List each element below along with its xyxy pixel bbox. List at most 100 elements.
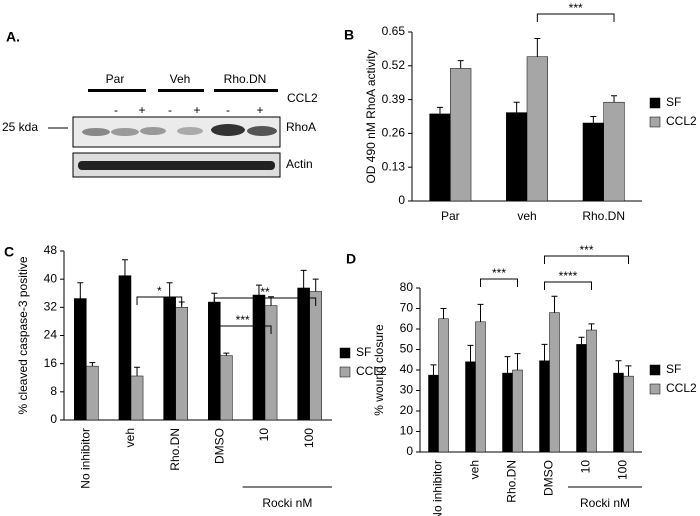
significance-bracket bbox=[213, 297, 317, 306]
y-tick-label: 0 bbox=[406, 444, 413, 458]
row-label: RhoA bbox=[286, 120, 316, 134]
error-bar bbox=[541, 343, 548, 361]
error-bar bbox=[611, 95, 618, 103]
y-axis-title: OD 490 nM RhoA activity bbox=[364, 49, 378, 183]
y-tick-label: 16 bbox=[44, 356, 58, 370]
legend-swatch bbox=[649, 116, 661, 128]
error-bar bbox=[255, 284, 262, 296]
y-tick-label: 40 bbox=[400, 362, 414, 376]
x-tick-label: 10 bbox=[579, 460, 593, 474]
y-tick-label: 10 bbox=[400, 424, 414, 438]
y-tick-label: 40 bbox=[44, 271, 58, 285]
band bbox=[78, 161, 275, 170]
significance-label: * bbox=[157, 284, 162, 298]
bar bbox=[582, 122, 604, 202]
error-bar bbox=[300, 269, 307, 288]
sign: + bbox=[256, 103, 263, 117]
y-tick-label: 0 bbox=[398, 193, 405, 207]
y-tick-label: 0.13 bbox=[382, 159, 406, 173]
significance-bracket bbox=[544, 281, 592, 290]
x-tick-label: DMSO bbox=[542, 460, 556, 496]
group-label: Rocki nM bbox=[262, 496, 312, 510]
bar bbox=[118, 275, 132, 421]
y-axis-title: % cleaved caspase-3 positive bbox=[16, 256, 30, 414]
legend-swatch bbox=[649, 364, 661, 376]
band bbox=[111, 128, 139, 136]
x-tick-label: Rho.DN bbox=[505, 460, 519, 503]
significance-label: *** bbox=[579, 243, 593, 257]
y-tick-label: 0 bbox=[50, 412, 57, 426]
legend-label: CCL2 bbox=[666, 381, 697, 395]
sign: + bbox=[193, 103, 200, 117]
legend-swatch bbox=[339, 366, 351, 378]
sign: - bbox=[226, 103, 230, 117]
treatment-label: CCL2 bbox=[287, 91, 318, 105]
panel-label: B bbox=[344, 27, 354, 43]
legend-label: CCL2 bbox=[666, 114, 697, 128]
bar bbox=[623, 375, 634, 453]
bar bbox=[130, 375, 144, 421]
legend-label: CCL2 bbox=[356, 364, 387, 378]
error-bar bbox=[477, 303, 484, 322]
legend-label: SF bbox=[666, 362, 681, 376]
bar bbox=[576, 344, 587, 453]
x-tick-label: Par bbox=[441, 209, 460, 223]
significance-bracket bbox=[213, 325, 272, 334]
x-tick-label: Rho.DN bbox=[168, 428, 182, 471]
bar bbox=[429, 113, 451, 202]
significance-label: **** bbox=[559, 269, 578, 283]
row-label: Actin bbox=[286, 157, 313, 171]
significance-bracket bbox=[479, 278, 518, 287]
y-tick-label: 60 bbox=[400, 321, 414, 335]
y-tick-label: 30 bbox=[400, 383, 414, 397]
y-axis-title: % wound closure bbox=[372, 324, 386, 416]
y-tick-label: 0.65 bbox=[382, 24, 406, 38]
error-bar bbox=[121, 259, 128, 276]
band bbox=[247, 126, 277, 136]
bar bbox=[506, 112, 528, 202]
bar bbox=[220, 355, 233, 421]
y-tick-label: 50 bbox=[400, 342, 414, 356]
legend-swatch bbox=[339, 347, 351, 359]
y-tick-label: 80 bbox=[400, 280, 414, 294]
bar bbox=[613, 372, 624, 453]
error-bar bbox=[89, 362, 96, 367]
y-tick-label: 20 bbox=[400, 403, 414, 417]
error-bar bbox=[467, 344, 474, 362]
y-tick-label: 8 bbox=[50, 384, 57, 398]
panel-label: A. bbox=[6, 29, 20, 45]
group-label: Rho.DN bbox=[224, 72, 267, 86]
error-bar bbox=[430, 364, 437, 376]
sign: - bbox=[168, 103, 172, 117]
group-bar bbox=[158, 89, 204, 92]
group-label: Par bbox=[106, 72, 125, 86]
legend-label: SF bbox=[666, 95, 681, 109]
error-bar bbox=[513, 101, 520, 113]
x-tick-label: 100 bbox=[616, 460, 630, 480]
significance-bracket bbox=[544, 255, 629, 264]
error-bar bbox=[625, 365, 632, 377]
group-bar bbox=[88, 89, 146, 92]
bar bbox=[465, 361, 476, 453]
y-tick-label: 48 bbox=[44, 243, 58, 257]
panel-label: D bbox=[346, 251, 356, 267]
band bbox=[140, 127, 166, 135]
bar bbox=[264, 305, 278, 421]
y-tick-label: 32 bbox=[44, 300, 58, 314]
bar bbox=[74, 298, 87, 421]
x-tick-label: veh bbox=[517, 209, 536, 223]
bar bbox=[175, 307, 188, 421]
group-bar bbox=[214, 89, 278, 92]
error-bar bbox=[504, 356, 511, 374]
group-label: Rocki nM bbox=[580, 496, 630, 510]
x-tick-label: Rho.DN bbox=[582, 209, 625, 223]
bar bbox=[86, 365, 99, 421]
error-bar bbox=[166, 282, 173, 297]
x-tick-label: veh bbox=[123, 428, 137, 447]
x-tick-label: No inhibitor bbox=[79, 428, 93, 489]
significance-label: *** bbox=[569, 1, 583, 15]
band bbox=[177, 127, 203, 135]
x-tick-label: DMSO bbox=[213, 428, 227, 464]
sign: + bbox=[138, 103, 145, 117]
